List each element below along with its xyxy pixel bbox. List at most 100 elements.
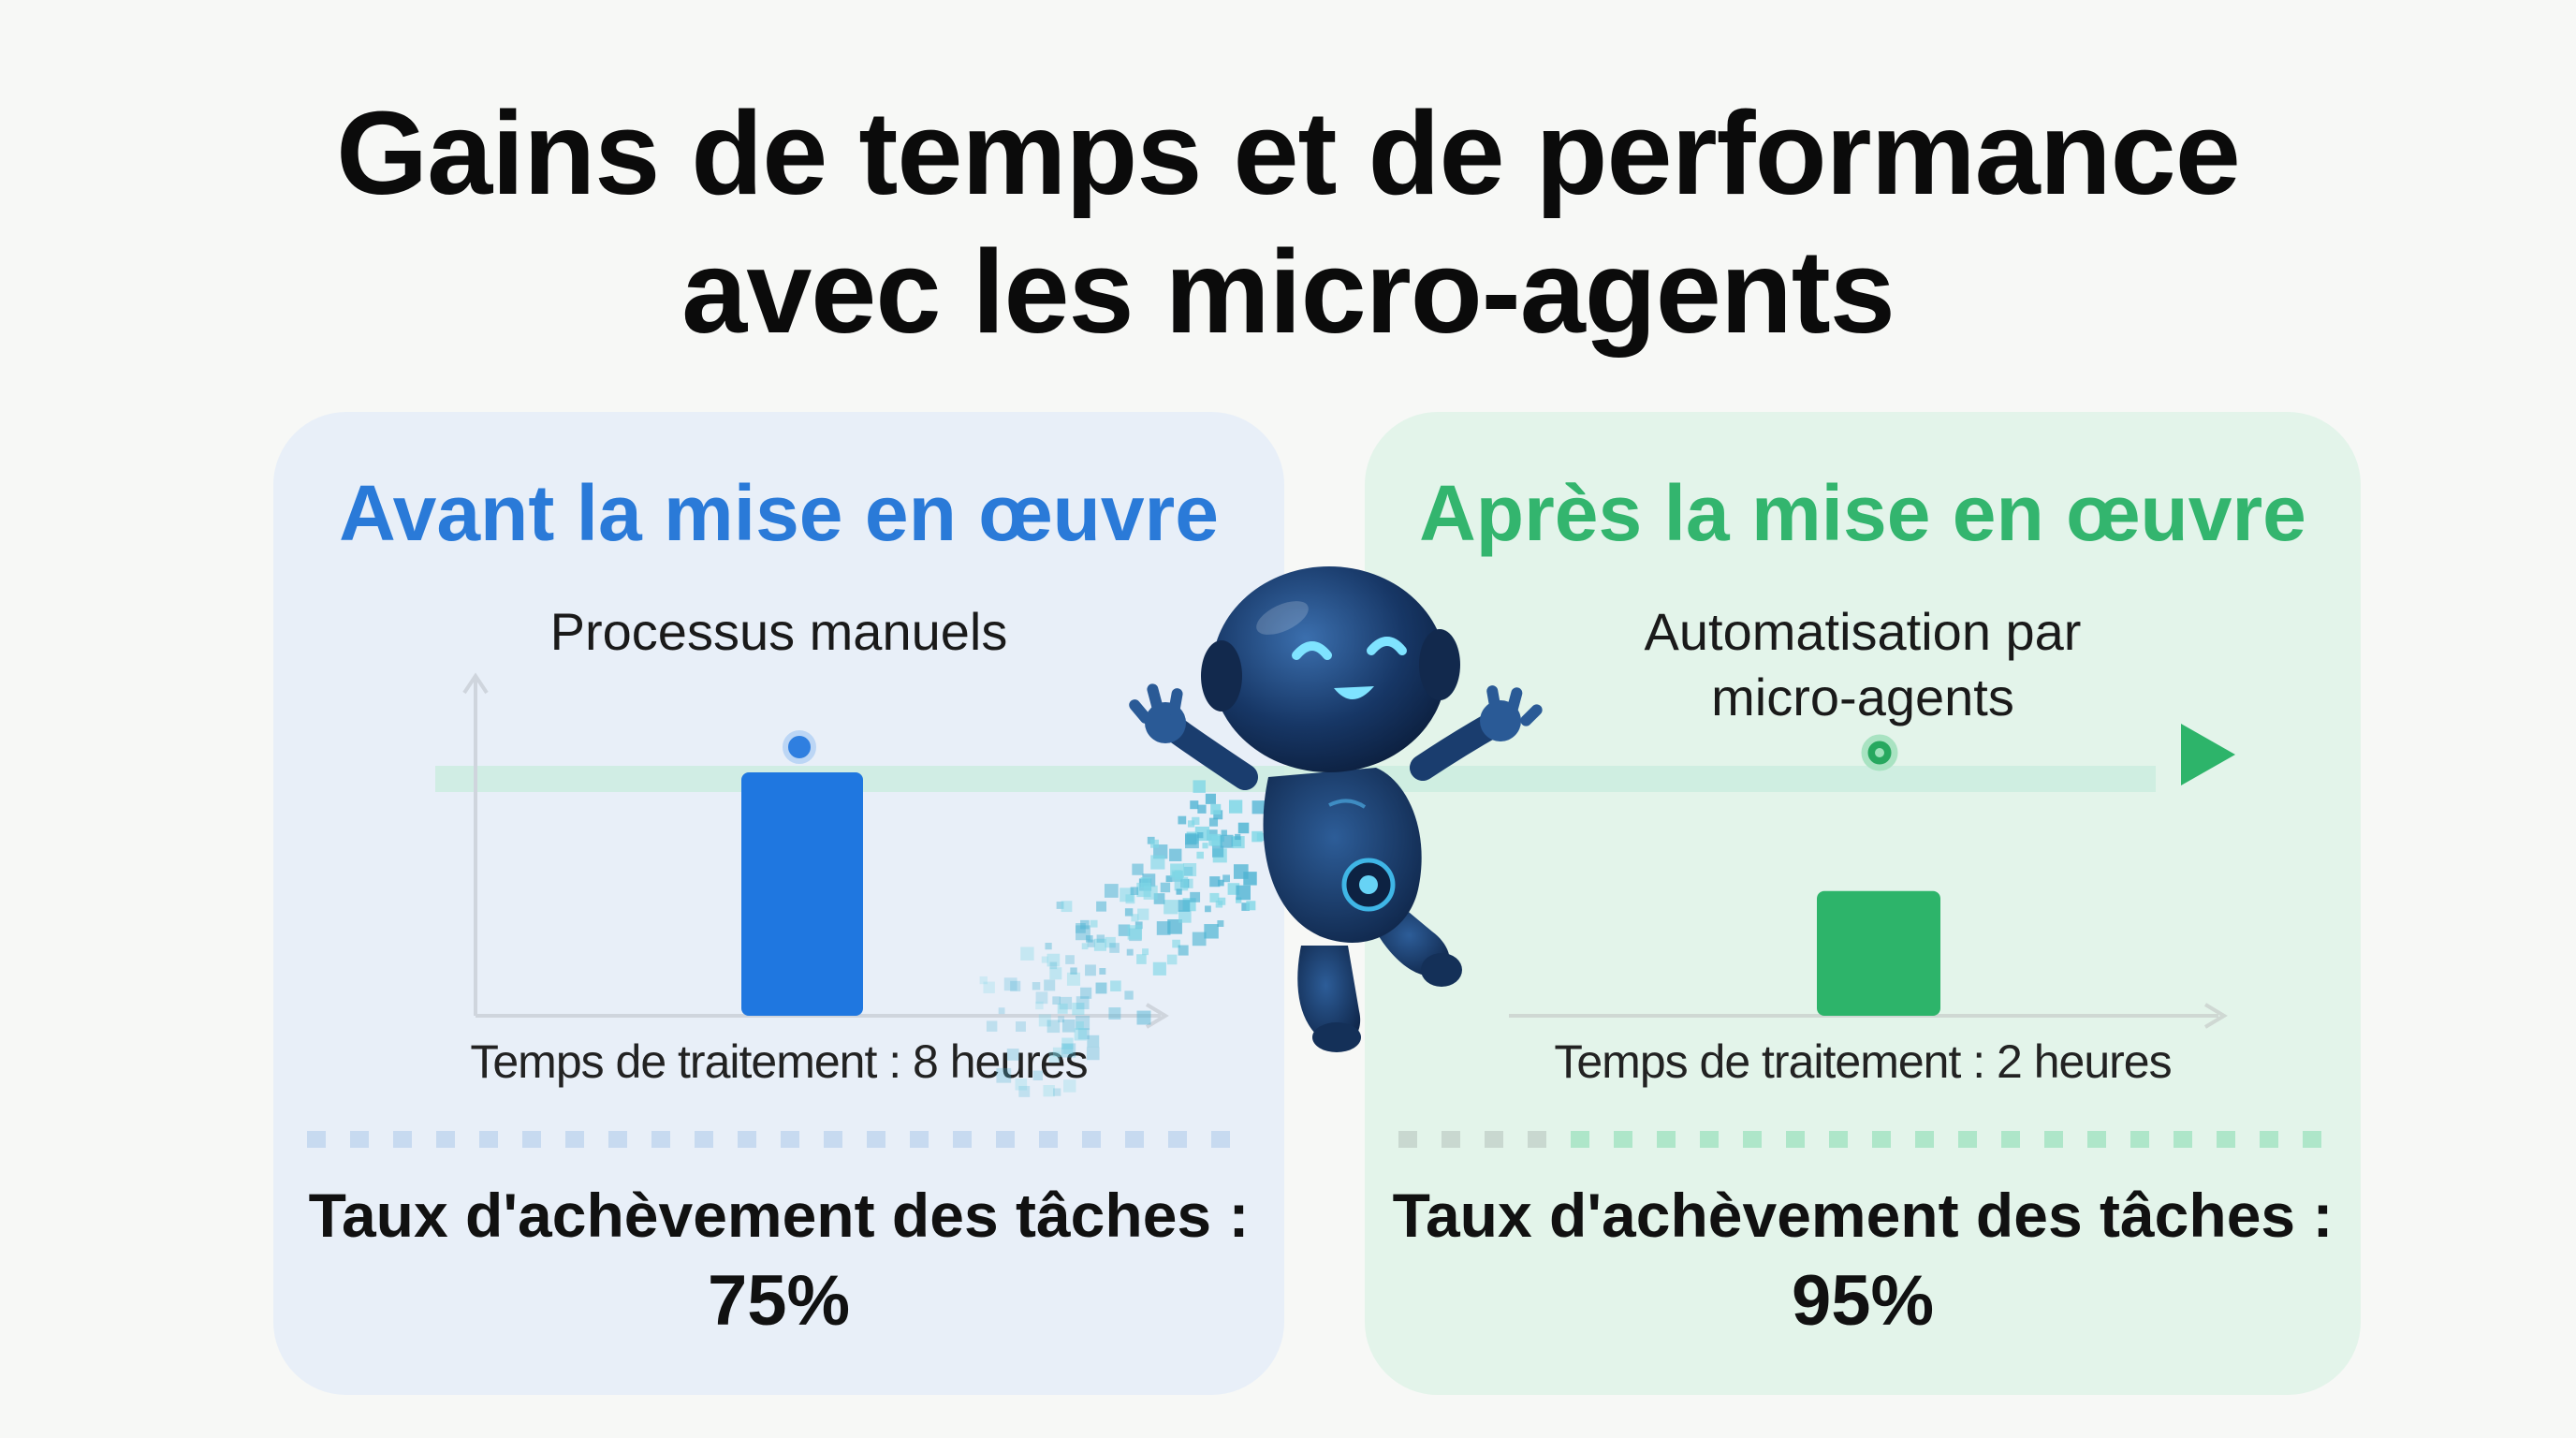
trail-pixel [1156,921,1171,935]
divider-dot [1125,1131,1144,1148]
trail-pixel [1220,834,1234,848]
trail-pixel [1046,1020,1061,1034]
trail-pixel [1149,839,1159,848]
trail-pixel [1174,876,1189,891]
divider-dot [1958,1131,1977,1148]
trail-pixel [1178,910,1192,923]
divider-dot [2087,1131,2106,1148]
divider-dot [436,1131,455,1148]
divider-dot [651,1131,670,1148]
divider-dot [479,1131,498,1148]
trail-pixel [1086,1047,1100,1061]
trail-pixel [1085,964,1096,976]
trail-pixel [1043,1084,1055,1097]
trail-pixel [1003,977,1017,991]
divider-dot [608,1131,627,1148]
trail-pixel [1204,924,1219,939]
trail-pixel [1167,919,1182,934]
trail-pixel [1153,893,1165,904]
divider-dot [2303,1131,2321,1148]
divider-dot [1915,1131,1934,1148]
after-rate: Taux d'achèvement des tâches : 95% [1365,1175,2361,1342]
trail-pixel [1172,939,1180,948]
trail-pixel [1053,1088,1061,1096]
pixel-trail [979,780,1266,1097]
trail-pixel [1152,961,1166,976]
trail-pixel [1192,816,1200,826]
trail-pixel [1205,905,1211,913]
trail-pixel [1035,1001,1044,1010]
divider-dot [1082,1131,1101,1148]
divider-dot [565,1131,584,1148]
divider-dot [1657,1131,1676,1148]
trail-pixel [1218,879,1224,887]
trail-pixel [1190,800,1199,810]
trail-pixel [998,1007,1005,1015]
trail-pixel [1015,1078,1028,1091]
trail-pixel [1136,1010,1151,1025]
trail-pixel [1217,920,1224,927]
divider-dot [1872,1131,1891,1148]
trail-pixel [1208,817,1219,827]
page-title: Gains de temps et de performance avec le… [0,84,2576,361]
before-subtitle: Processus manuels [549,602,1008,661]
trail-pixel [986,1020,998,1032]
divider-dot [1786,1131,1805,1148]
divider-dot [2044,1131,2063,1148]
trail-pixel [1127,925,1143,940]
divider-dot [738,1131,756,1148]
after-time-caption: Temps de traitement : 2 heures [1554,1035,2172,1088]
divider-dot [2217,1131,2235,1148]
title-line-2: avec les micro-agents [681,226,1895,358]
trail-pixel [1140,876,1151,888]
trail-pixel [1222,874,1230,883]
trail-pixel [1228,800,1243,814]
trail-pixel [1035,991,1048,1005]
after-marker-core [1875,748,1884,757]
trail-pixel [1197,831,1204,839]
trail-pixel [1076,996,1090,1010]
trail-pixel [1032,1070,1044,1081]
trail-pixel [1209,876,1221,888]
trail-pixel [1016,1021,1026,1033]
divider-dot [393,1131,412,1148]
trail-pixel [1256,832,1266,842]
trail-pixel [1049,961,1058,970]
trail-pixel [979,976,988,985]
trail-pixel [1178,900,1191,912]
trail-pixel [1210,803,1222,814]
trail-pixel [1109,943,1120,953]
before-rate: Taux d'achèvement des tâches : 75% [273,1175,1284,1342]
trail-pixel [1142,948,1149,956]
trail-pixel [1105,936,1116,948]
trail-pixel [1095,982,1107,994]
trail-pixel [1065,955,1075,964]
divider-dot [695,1131,713,1148]
trail-pixel [1213,810,1223,820]
divider-dot [2174,1131,2192,1148]
trail-pixel [983,981,995,993]
before-panel: Avant la mise en œuvre Processus manuels… [273,412,1284,1395]
trail-pixel [1202,843,1208,849]
trail-pixel [1086,935,1093,943]
robot-mascot-icon [1129,566,1543,1052]
trail-pixel [1118,924,1131,936]
after-time-bar [1817,890,1940,1016]
trail-pixel [1211,835,1222,846]
trail-pixel [1124,990,1134,1000]
divider-dot [2001,1131,2020,1148]
trail-pixel [1061,901,1073,913]
divider-dot [1614,1131,1632,1148]
divider-dot [1743,1131,1762,1148]
trail-pixel [1131,914,1139,922]
divider-dot [1700,1131,1719,1148]
trail-pixel [1090,919,1098,928]
timeline-arrow-icon [2181,724,2235,785]
divider-dot [2260,1131,2278,1148]
trail-pixel [1237,822,1250,834]
divider-dot [522,1131,541,1148]
after-subtitle-line-2: micro-agents [1711,668,2014,726]
trail-pixel [1221,829,1227,836]
trail-pixel [1196,851,1204,859]
divider-dot [953,1131,972,1148]
